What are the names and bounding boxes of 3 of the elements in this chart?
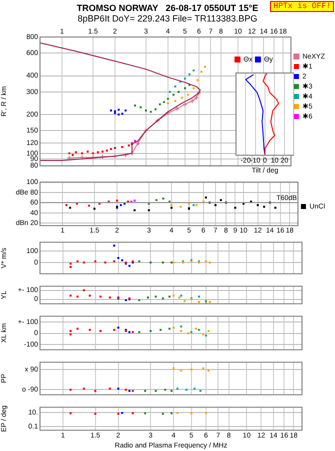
- chart-title: TROMSO NORWAY 26-08-17 0550UT 15°E: [76, 2, 258, 13]
- chart-subtitle: 8pBP6It DoY= 229.243 File= TR113383.BPG: [78, 14, 258, 24]
- text: HPTx is OFF!: [270, 1, 334, 12]
